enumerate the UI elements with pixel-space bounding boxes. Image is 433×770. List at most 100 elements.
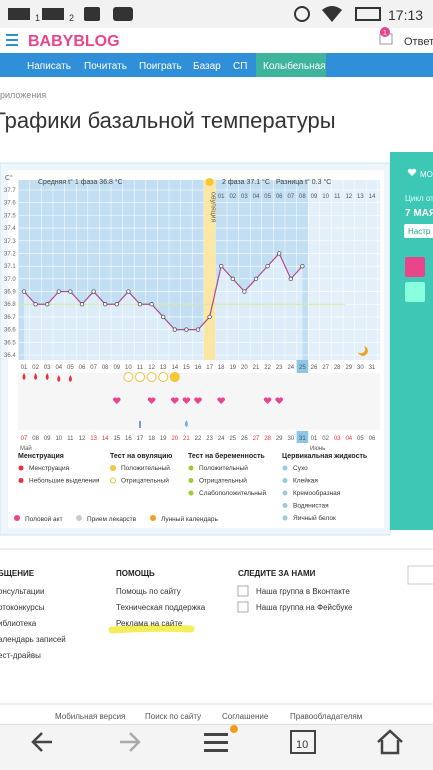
- intercourse-heart: [147, 397, 156, 404]
- menstruation-drop: [45, 373, 49, 380]
- youtube-icon: [113, 7, 133, 21]
- legend-item: Кремообразная: [293, 489, 341, 497]
- settings-button: [404, 224, 433, 238]
- phase2-day: 05: [264, 194, 271, 200]
- x-tick-label: 27: [322, 365, 329, 371]
- footer-link[interactable]: Техническая поддержка: [116, 603, 206, 612]
- x-tick-label: 04: [55, 365, 62, 371]
- date-label: 22: [195, 436, 202, 442]
- badge-count: 1: [383, 30, 387, 37]
- footer-link[interactable]: Наша группа в Вконтакте: [256, 587, 350, 596]
- legend-item: Менструация: [29, 465, 70, 472]
- y-tick-label: 37.0: [4, 277, 16, 283]
- date-label: 24: [218, 436, 225, 442]
- y-tick-label: 36.4: [4, 353, 16, 359]
- phase2-day: 12: [345, 194, 352, 200]
- y-tick-label: 36.8: [4, 302, 16, 308]
- side-button: [405, 282, 425, 302]
- phase2-day: 07: [287, 194, 294, 200]
- phase2-day: 08: [299, 194, 306, 200]
- phase2-day: 11: [334, 194, 341, 200]
- mucus-drop: [184, 420, 188, 427]
- temperature-point: [56, 289, 61, 294]
- y-tick-label: 36.5: [4, 340, 16, 346]
- legend-icon: [188, 490, 194, 496]
- temperature-point: [21, 289, 27, 294]
- x-tick-label: 20: [241, 365, 248, 371]
- side-mo: МО: [420, 170, 433, 179]
- highlight-mark: [108, 624, 195, 634]
- tabs-icon: [290, 730, 316, 754]
- menu-icon: [6, 39, 18, 41]
- footer-link[interactable]: Наша группа на Фейсбуке: [256, 603, 353, 612]
- x-tick-label: 31: [369, 365, 376, 371]
- x-tick-label: 15: [183, 365, 190, 371]
- x-tick-label: 05: [67, 365, 74, 371]
- legend-item: Водянистая: [293, 503, 329, 510]
- phase2-day: 01: [218, 194, 225, 200]
- legend-icon: [150, 515, 156, 521]
- date-label: 10: [55, 436, 62, 442]
- y-tick-label: 37.4: [4, 226, 16, 232]
- footer-link[interactable]: Реклама на сайте: [116, 619, 183, 628]
- x-tick-label: 17: [206, 365, 213, 371]
- date-label: 06: [369, 436, 376, 442]
- footer-link[interactable]: ест-драйвы: [0, 651, 41, 660]
- date-label: 26: [241, 436, 248, 442]
- y-tick-label: 36.6: [4, 328, 16, 334]
- legend-icon: [14, 515, 20, 521]
- alarm-icon: [294, 6, 310, 22]
- nav-bar: [0, 53, 433, 77]
- date-label: 27: [253, 436, 260, 442]
- nav-item[interactable]: Колыбельная: [263, 60, 326, 72]
- date-label: 07: [21, 436, 28, 442]
- intercourse-heart: [194, 397, 202, 404]
- legend-icon: [188, 465, 194, 471]
- footer-link[interactable]: Помощь по сайту: [116, 587, 181, 596]
- y-tick-label: 37.3: [4, 239, 16, 245]
- temperature-point: [91, 289, 96, 294]
- nav-item[interactable]: Поиграть: [139, 61, 182, 72]
- date-label: 28: [264, 436, 271, 442]
- date-label: 18: [148, 436, 155, 442]
- footer-link[interactable]: отоконкурсы: [0, 603, 45, 612]
- date-label: 02: [322, 436, 329, 442]
- temperature-point: [288, 276, 293, 282]
- date-label: 23: [206, 436, 213, 442]
- date-label: 08: [32, 436, 39, 442]
- y-tick-label: 36.9: [4, 290, 16, 296]
- legend-item: Яичный белок: [293, 514, 336, 522]
- intercourse-heart: [113, 397, 121, 404]
- footer-link[interactable]: иблиотека: [0, 619, 37, 628]
- signal-icon: [42, 8, 64, 20]
- date-label: 30: [287, 436, 294, 442]
- x-tick-label: 16: [195, 365, 202, 371]
- x-tick-label: 12: [148, 365, 155, 371]
- phase2-day: 04: [253, 194, 260, 200]
- nav-item[interactable]: Написать: [27, 61, 71, 72]
- temperature-point: [33, 302, 38, 307]
- nav-item[interactable]: Почитать: [84, 61, 127, 72]
- x-tick-label: 02: [32, 365, 39, 371]
- date-label: 05: [357, 436, 364, 442]
- legend-icon: [76, 515, 82, 521]
- footer-link[interactable]: алендарь записей: [0, 635, 66, 644]
- legend-item: Лунный календарь: [161, 515, 218, 523]
- nav-item[interactable]: Базар: [193, 61, 221, 72]
- phase1-label: Средняя t° 1 фаза 36.8 °C: [38, 178, 123, 186]
- legend-item: Небольшие выделения: [29, 477, 100, 485]
- menstruation-drop: [57, 375, 61, 382]
- phase2-day: 14: [369, 194, 376, 200]
- difference-label: Разница t° 0.3 °C: [276, 178, 331, 186]
- date-label: 21: [183, 436, 190, 442]
- date-label: 13: [90, 436, 97, 442]
- nav-tab-active: [256, 53, 326, 77]
- footer-title: СЛЕДИТЕ ЗА НАМИ: [238, 569, 316, 578]
- legend-icon: [18, 478, 24, 483]
- x-tick-label: 13: [160, 365, 167, 371]
- menu-icon: [204, 733, 228, 736]
- nav-item[interactable]: СП: [233, 61, 247, 72]
- footer-link[interactable]: онсультации: [0, 587, 44, 596]
- date-label: 25: [229, 436, 236, 442]
